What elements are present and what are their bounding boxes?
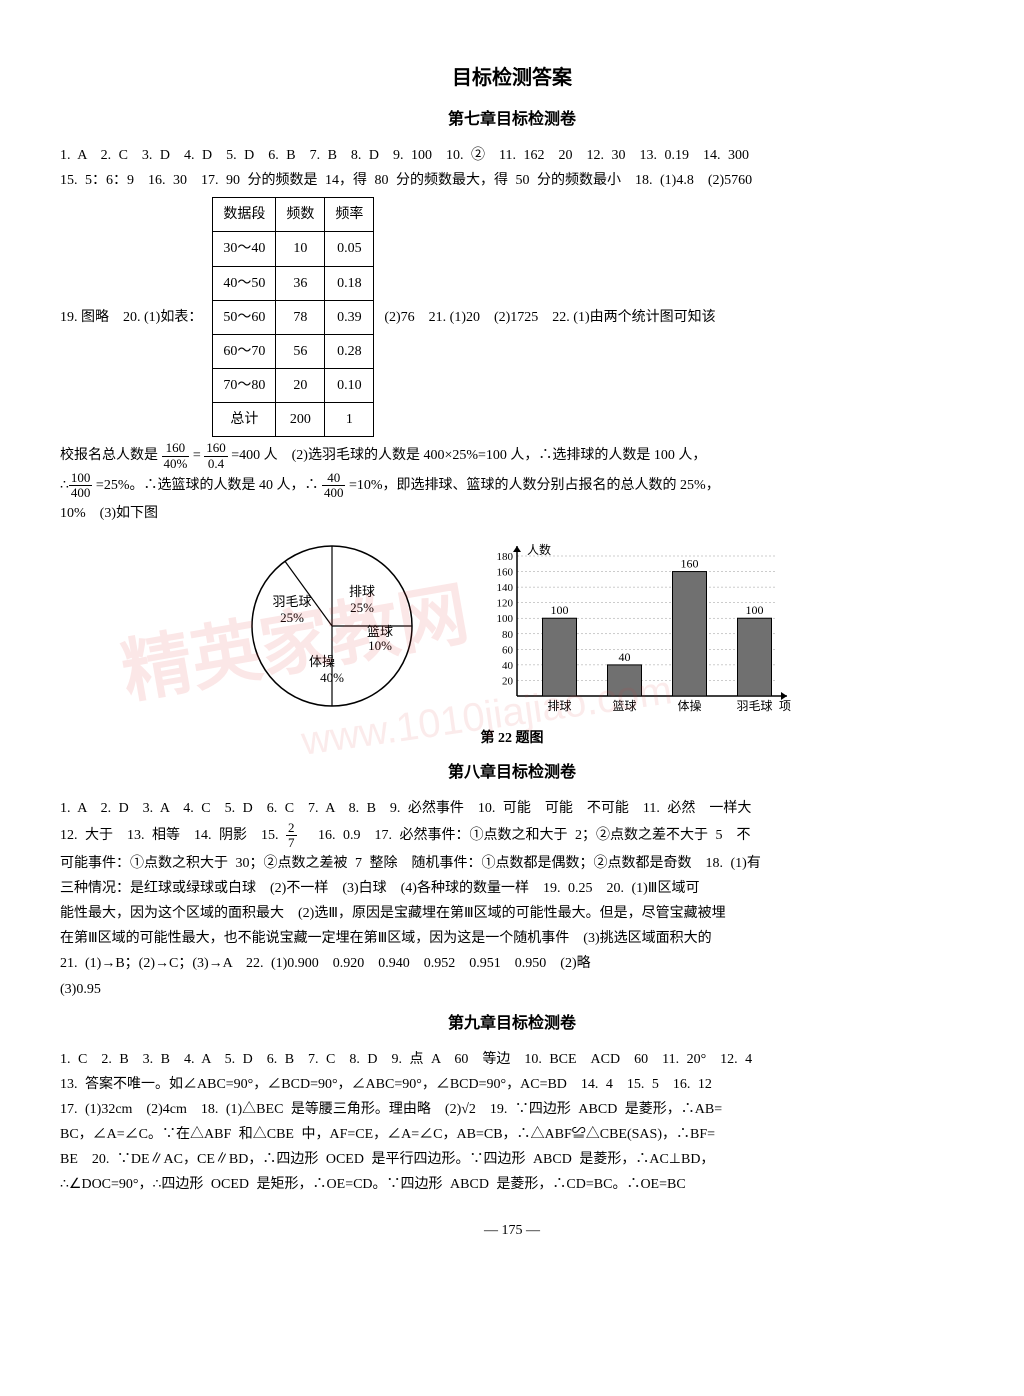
table-cell: 0.39 — [325, 300, 374, 334]
table-cell: 1 — [325, 403, 374, 437]
svg-text:项目: 项目 — [779, 699, 792, 713]
svg-text:40: 40 — [502, 660, 514, 672]
table-row: 30～40100.05 — [213, 232, 374, 266]
para2a: 校报名总人数是 — [60, 449, 158, 464]
ch8-line2b: 16. 0.9 17. 必然事件：①点数之和大于 2；②点数之差不大于 5 不 — [304, 828, 751, 843]
ch8-line2a: 12. 大于 13. 相等 14. 阴影 15. — [60, 828, 286, 843]
table-cell: 60～70 — [213, 334, 276, 368]
svg-text:羽毛球: 羽毛球 — [736, 699, 772, 713]
svg-text:25%: 25% — [350, 600, 374, 615]
svg-text:140: 140 — [497, 582, 514, 594]
table-row: 总计2001 — [213, 403, 374, 437]
page-title: 目标检测答案 — [60, 60, 964, 96]
table-cell: 40～50 — [213, 266, 276, 300]
table-cell: 56 — [276, 334, 325, 368]
frac3: 40400 — [322, 471, 346, 501]
svg-text:120: 120 — [497, 598, 514, 610]
table-row: 70～80200.10 — [213, 369, 374, 403]
ch8-line5: 能性最大，因为这个区域的面积最大 (2)选Ⅲ，原因是宝藏埋在第Ⅲ区域的可能性最大… — [60, 901, 964, 926]
svg-text:60: 60 — [502, 644, 514, 656]
table-cell: 78 — [276, 300, 325, 334]
table-cell: 0.28 — [325, 334, 374, 368]
ch8-line8: (3)0.95 — [60, 977, 964, 1002]
q20-right-text: (2)76 21. (1)20 (2)1725 22. (1)由两个统计图可知该 — [384, 305, 715, 330]
svg-text:40%: 40% — [320, 670, 344, 685]
table-cell: 50～60 — [213, 300, 276, 334]
svg-text:篮球: 篮球 — [612, 698, 636, 713]
para2b: =400 人 (2)选羽毛球的人数是 400×25%=100 人，∴选排球的人数… — [231, 449, 706, 464]
table-cell: 10 — [276, 232, 325, 266]
table-cell: 70～80 — [213, 369, 276, 403]
ch7-title: 第七章目标检测卷 — [60, 106, 964, 135]
ch9-line5: BE 20. ∵DE∥AC，CE∥BD，∴四边形 OCED 是平行四边形。∵四边… — [60, 1147, 964, 1172]
svg-text:篮球: 篮球 — [367, 624, 393, 639]
pie-chart: 羽毛球25%排球25%篮球10%体操40% — [232, 536, 432, 716]
para3a: =25%。∴选篮球的人数是 40 人，∴ — [96, 478, 319, 493]
ch8-line6: 在第Ⅲ区域的可能性最大，也不能说宝藏一定埋在第Ⅲ区域，因为这是一个随机事件 (3… — [60, 926, 964, 951]
table-cell: 20 — [276, 369, 325, 403]
ch9-title: 第九章目标检测卷 — [60, 1010, 964, 1039]
ch7-line1: 1. A 2. C 3. D 4. D 5. D 6. B 7. B 8. D … — [60, 143, 964, 168]
ch7-para3: ∴100400 =25%。∴选篮球的人数是 40 人，∴ 40400 =10%，… — [60, 471, 964, 501]
svg-text:100: 100 — [551, 603, 569, 617]
ch8-frac: 27 — [286, 821, 297, 851]
ch9-line4: BC，∠A=∠C。∵在△ABF 和△CBE 中，AF=CE，∠A=∠C，AB=C… — [60, 1122, 964, 1147]
ch7-line2: 15. 5：6：9 16. 30 17. 90 分的频数是 14，得 80 分的… — [60, 168, 964, 193]
ch8-line3: 可能事件：①点数之积大于 30；②点数之差被 7 整除 随机事件：①点数都是偶数… — [60, 851, 964, 876]
ch9-line2: 13. 答案不唯一。如∠ABC=90°，∠BCD=90°，∠ABC=90°，∠B… — [60, 1072, 964, 1097]
frac1b: 1600.4 — [204, 441, 228, 471]
charts-row: 羽毛球25%排球25%篮球10%体操40% 204060801001201401… — [60, 536, 964, 716]
ch9-line3: 17. (1)32cm (2)4cm 18. (1)△BEC 是等腰三角形。理由… — [60, 1097, 964, 1122]
q19-20-left-text: 19. 图略 20. (1)如表： — [60, 305, 202, 330]
ch8-line1: 1. A 2. D 3. A 4. C 5. D 6. C 7. A 8. B … — [60, 796, 964, 821]
table-cell: 36 — [276, 266, 325, 300]
svg-text:20: 20 — [502, 675, 514, 687]
table-cell: 0.18 — [325, 266, 374, 300]
svg-text:160: 160 — [681, 556, 699, 570]
ch8-line2: 12. 大于 13. 相等 14. 阴影 15. 27 16. 0.9 17. … — [60, 821, 964, 851]
table-row: 40～50360.18 — [213, 266, 374, 300]
frac2: 100400 — [69, 471, 93, 501]
svg-text:180: 180 — [497, 551, 514, 563]
table-cell: 总计 — [213, 403, 276, 437]
freq-table: 数据段频数频率30～40100.0540～50360.1850～60780.39… — [212, 197, 374, 437]
svg-text:人数: 人数 — [527, 542, 551, 557]
svg-text:100: 100 — [746, 603, 764, 617]
page-number: — 175 — — [60, 1218, 964, 1243]
ch8-title: 第八章目标检测卷 — [60, 759, 964, 788]
ch8-line4: 三种情况：是红球或绿球或白球 (2)不一样 (3)白球 (4)各种球的数量一样 … — [60, 876, 964, 901]
ch9-line1: 1. C 2. B 3. B 4. A 5. D 6. B 7. C 8. D … — [60, 1047, 964, 1072]
table-cell: 0.10 — [325, 369, 374, 403]
ch8-line7: 21. (1)→B；(2)→C；(3)→A 22. (1)0.900 0.920… — [60, 951, 964, 976]
svg-text:25%: 25% — [280, 610, 304, 625]
svg-text:排球: 排球 — [547, 699, 571, 713]
frac1: 16040% — [162, 441, 190, 471]
ch7-q19-20-row: 19. 图略 20. (1)如表： 数据段频数频率30～40100.0540～5… — [60, 193, 964, 441]
table-header-cell: 频率 — [325, 198, 374, 232]
chart-caption: 第 22 题图 — [60, 726, 964, 751]
ch9-line6: ∴∠DOC=90°，∴四边形 OCED 是矩形，∴OE=CD。∵四边形 ABCD… — [60, 1172, 964, 1197]
table-cell: 30～40 — [213, 232, 276, 266]
table-header-cell: 数据段 — [213, 198, 276, 232]
svg-text:40: 40 — [619, 650, 631, 664]
table-row: 60～70560.28 — [213, 334, 374, 368]
svg-text:100: 100 — [497, 613, 514, 625]
bar-chart: 20 40 60 80 100 120 140 160 180 人数项目 100 排球 40 篮球 160 体… — [472, 536, 792, 716]
svg-text:80: 80 — [502, 629, 514, 641]
svg-text:体操: 体操 — [309, 654, 335, 669]
svg-text:160: 160 — [497, 566, 514, 578]
table-cell: 0.05 — [325, 232, 374, 266]
table-header-cell: 频数 — [276, 198, 325, 232]
svg-text:体操: 体操 — [677, 698, 701, 713]
table-cell: 200 — [276, 403, 325, 437]
ch7-para2: 校报名总人数是 16040% = 1600.4 =400 人 (2)选羽毛球的人… — [60, 441, 964, 471]
svg-text:10%: 10% — [368, 638, 392, 653]
svg-text:排球: 排球 — [349, 584, 375, 599]
table-row: 50～60780.39 — [213, 300, 374, 334]
para3b: =10%，即选排球、篮球的人数分别占报名的总人数的 25%， — [349, 478, 720, 493]
svg-text:羽毛球: 羽毛球 — [272, 594, 311, 609]
ch7-para4: 10% (3)如下图 — [60, 501, 964, 526]
